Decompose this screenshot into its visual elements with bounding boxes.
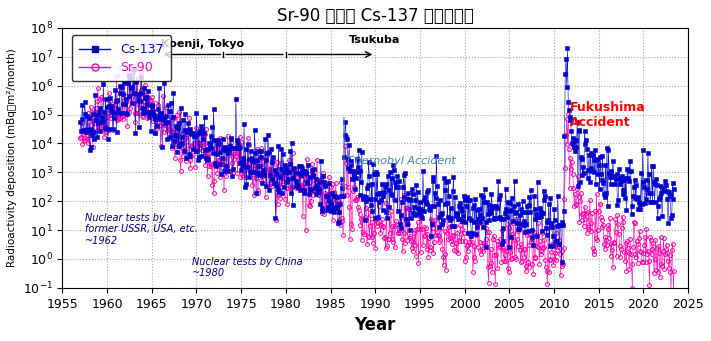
Cs-137 — [108, 110, 117, 114]
Cs-137 — [76, 120, 85, 124]
Sr-90 — [108, 102, 117, 106]
Sr-90 — [288, 151, 296, 155]
Text: Fukushima
Accident: Fukushima Accident — [570, 101, 646, 129]
X-axis label: Year: Year — [355, 316, 396, 334]
Sr-90 — [137, 70, 146, 74]
Legend: Cs-137, Sr-90: Cs-137, Sr-90 — [72, 35, 171, 81]
Cs-137 — [387, 176, 396, 180]
Sr-90 — [76, 136, 85, 140]
Cs-137 — [670, 187, 678, 191]
Y-axis label: Radioactivity deposition (mBq・m²/month): Radioactivity deposition (mBq・m²/month) — [7, 48, 17, 267]
Sr-90 — [405, 207, 413, 211]
Sr-90 — [388, 224, 397, 228]
Sr-90 — [391, 224, 400, 228]
Text: Nuclear tests by
former USSR, USA, etc.
~1962: Nuclear tests by former USSR, USA, etc. … — [85, 213, 198, 246]
Line: Cs-137: Cs-137 — [78, 46, 676, 264]
Sr-90 — [670, 269, 678, 273]
Text: Tsukuba: Tsukuba — [348, 34, 400, 45]
Text: Nuclear tests by China
~1980: Nuclear tests by China ~1980 — [192, 257, 303, 278]
Cs-137 — [252, 191, 260, 195]
Title: Sr-90 および Cs-137 月間降下量: Sr-90 および Cs-137 月間降下量 — [277, 7, 474, 25]
Cs-137 — [563, 46, 572, 50]
Text: Chernobyl Accident: Chernobyl Accident — [347, 156, 455, 166]
Cs-137 — [557, 260, 566, 264]
Sr-90 — [667, 288, 675, 293]
Sr-90 — [252, 147, 261, 151]
Cs-137 — [404, 191, 412, 195]
Line: Sr-90: Sr-90 — [78, 70, 676, 293]
Cs-137 — [287, 141, 296, 145]
Cs-137 — [390, 198, 399, 202]
Text: Koenji, Tokyo: Koenji, Tokyo — [161, 40, 244, 49]
